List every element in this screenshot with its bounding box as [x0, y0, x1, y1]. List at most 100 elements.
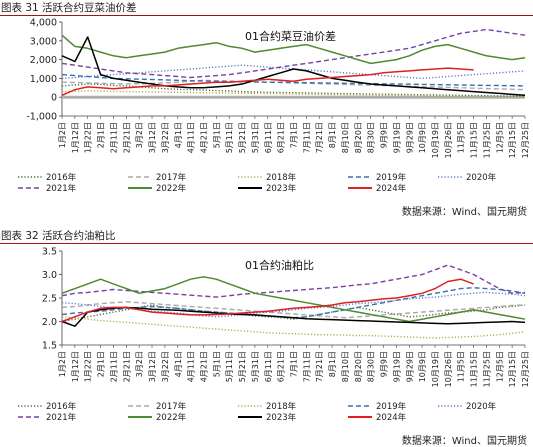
x-tick-label: 7月21日: [315, 351, 324, 382]
legend-label-2024年: 2024年: [376, 183, 407, 194]
legend-label-2023年: 2023年: [266, 183, 297, 194]
x-tick-label: 9月9日: [380, 122, 389, 148]
x-tick-label: 5月11日: [225, 122, 234, 153]
x-tick-label: 9月19日: [392, 351, 401, 382]
x-tick-label: 9月29日: [405, 122, 414, 153]
y-tick-label: 2.5: [42, 294, 57, 305]
series-line-2017年: [61, 301, 526, 319]
x-tick-label: 12月25日: [521, 351, 530, 387]
x-tick-label: 5月11日: [225, 351, 234, 382]
x-tick-label: 11月15日: [470, 122, 479, 158]
x-tick-label: 10月9日: [418, 122, 427, 153]
x-tick-label: 4月21日: [199, 122, 208, 153]
series-line-2022年: [61, 34, 526, 65]
y-tick-label: 3.0: [42, 270, 57, 281]
figure-31-source: 数据来源：Wind、国元期货: [401, 207, 527, 218]
chart-title: 01合约菜豆油价差: [245, 29, 336, 43]
x-tick-label: 3月12日: [148, 122, 157, 153]
x-tick-label: 4月1日: [174, 351, 183, 377]
x-tick-label: 12月5日: [495, 122, 504, 153]
x-tick-label: 10月9日: [418, 351, 427, 382]
legend-label-2024年: 2024年: [376, 412, 407, 423]
x-tick-label: 8月30日: [367, 122, 376, 153]
y-tick-label: 3.5: [42, 247, 57, 258]
x-tick-label: 5月31日: [251, 122, 260, 153]
x-tick-label: 11月5日: [457, 351, 466, 382]
x-tick-label: 8月1日: [328, 122, 337, 148]
x-tick-label: 3月12日: [148, 351, 157, 382]
series-line-2021年: [61, 264, 526, 298]
x-tick-label: 8月10日: [341, 122, 350, 153]
x-tick-label: 8月30日: [367, 351, 376, 382]
x-tick-label: 1月22日: [84, 122, 93, 153]
x-tick-label: 2月1日: [97, 351, 106, 377]
x-tick-label: 1月12日: [71, 122, 80, 153]
legend-label-2016年: 2016年: [46, 172, 77, 183]
x-tick-label: 2月11日: [109, 351, 118, 382]
x-tick-label: 4月1日: [174, 122, 183, 148]
legend-label-2020年: 2020年: [466, 401, 497, 412]
y-tick-label: 2,000: [30, 55, 57, 66]
x-tick-label: 8月20日: [354, 351, 363, 382]
legend-label-2019年: 2019年: [376, 401, 407, 412]
figure-32-title: 图表 32 活跃合约油粕比: [0, 228, 533, 244]
x-tick-label: 10月26日: [444, 351, 453, 387]
x-tick-label: 7月11日: [302, 122, 311, 153]
legend-label-2018年: 2018年: [266, 401, 297, 412]
chart-bean-rapeseed-spread: -1,000 0 1,000 2,000 3,000 4,000 1月2日 1月12日 1月22…: [18, 18, 530, 194]
x-tick-label: 12月5日: [495, 351, 504, 382]
legend-label-2022年: 2022年: [156, 412, 187, 423]
legend-label-2021年: 2021年: [46, 183, 77, 194]
x-tick-label: 2月21日: [122, 122, 131, 153]
x-tick-label: 9月29日: [405, 351, 414, 382]
series-line-2022年: [61, 276, 526, 323]
legend-label-2021年: 2021年: [46, 412, 77, 423]
x-tick-label: 1月2日: [58, 122, 67, 148]
x-tick-label: 5月21日: [238, 351, 247, 382]
x-tick-label: 9月9日: [380, 351, 389, 377]
x-tick-label: 11月25日: [482, 351, 491, 387]
chart-title: 01合约油粕比: [245, 258, 314, 272]
x-tick-label: 6月11日: [264, 122, 273, 153]
figure-32-source: 数据来源：Wind、国元期货: [401, 436, 527, 447]
x-tick-label: 7月21日: [315, 122, 324, 153]
x-tick-label: 11月25日: [482, 122, 491, 158]
figure-31-title: 图表 31 活跃合约豆菜油价差: [0, 0, 533, 16]
y-tick-label: 3,000: [30, 36, 57, 47]
x-tick-label: 8月20日: [354, 122, 363, 153]
x-tick-label: 3月2日: [135, 351, 144, 377]
series-line-2017年: [61, 79, 526, 91]
x-tick-label: 1月2日: [58, 351, 67, 377]
x-tick-label: 7月1日: [290, 351, 299, 377]
x-tick-label: 9月19日: [392, 122, 401, 153]
legend-label-2018年: 2018年: [266, 172, 297, 183]
legend-label-2017年: 2017年: [156, 401, 187, 412]
x-tick-label: 6月11日: [264, 351, 273, 382]
x-tick-label: 3月22日: [161, 122, 170, 153]
legend-label-2019年: 2019年: [376, 172, 407, 183]
x-tick-label: 3月22日: [161, 351, 170, 382]
y-tick-label: 2.0: [42, 317, 57, 328]
y-tick-label: 1.5: [42, 341, 57, 352]
y-tick-label: 1,000: [30, 74, 57, 85]
x-tick-label: 2月11日: [109, 122, 118, 153]
y-tick-label: 4,000: [30, 18, 57, 29]
x-tick-label: 5月1日: [212, 122, 221, 148]
series-line-2024年: [61, 278, 474, 323]
x-tick-label: 4月11日: [187, 122, 196, 153]
x-tick-label: 12月25日: [521, 122, 530, 158]
x-tick-label: 10月19日: [431, 351, 440, 387]
x-tick-label: 5月31日: [251, 351, 260, 382]
series-line-2019年: [61, 73, 526, 87]
x-tick-label: 10月19日: [431, 122, 440, 158]
x-tick-label: 10月26日: [444, 122, 453, 158]
series-line-2018年: [61, 90, 526, 99]
x-tick-label: 6月21日: [277, 351, 286, 382]
x-tick-label: 12月15日: [508, 351, 517, 387]
legend-label-2016年: 2016年: [46, 401, 77, 412]
legend-label-2020年: 2020年: [466, 172, 497, 183]
series-line-2018年: [61, 316, 526, 339]
y-tick-label: 0: [51, 93, 57, 104]
x-tick-label: 8月10日: [341, 351, 350, 382]
x-tick-label: 1月22日: [84, 351, 93, 382]
